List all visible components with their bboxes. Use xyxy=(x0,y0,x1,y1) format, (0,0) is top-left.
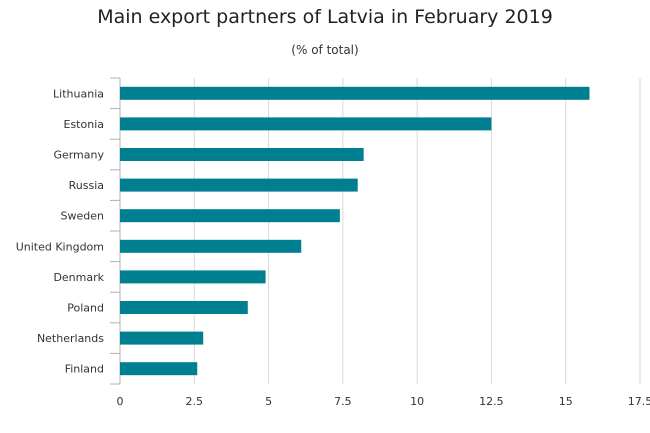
x-tick-label: 0 xyxy=(117,395,124,408)
category-label: Germany xyxy=(53,149,104,162)
category-label: Sweden xyxy=(61,210,104,223)
bar xyxy=(120,117,492,131)
category-label: Estonia xyxy=(64,118,105,131)
category-label: Finland xyxy=(65,363,104,376)
category-label: Poland xyxy=(67,302,104,315)
bar xyxy=(120,86,590,100)
x-tick-label: 2.5 xyxy=(186,395,204,408)
chart-title: Main export partners of Latvia in Februa… xyxy=(97,6,553,28)
bar xyxy=(120,209,340,223)
bar xyxy=(120,331,204,345)
x-tick-label: 12.5 xyxy=(479,395,504,408)
bar xyxy=(120,178,358,192)
category-label: Russia xyxy=(69,179,104,192)
bar xyxy=(120,362,198,376)
bar xyxy=(120,148,364,161)
category-label: United Kingdom xyxy=(16,240,104,253)
bar xyxy=(120,239,302,253)
category-label: Netherlands xyxy=(37,332,104,345)
x-tick-label: 17.5 xyxy=(628,395,650,408)
x-tick-label: 10 xyxy=(410,395,424,408)
bar xyxy=(120,301,248,314)
x-tick-label: 5 xyxy=(265,395,272,408)
x-tick-label: 7.5 xyxy=(334,395,352,408)
category-label: Denmark xyxy=(53,271,104,284)
x-tick-label: 15 xyxy=(559,395,573,408)
chart-subtitle: (% of total) xyxy=(291,43,359,57)
bar xyxy=(120,270,266,284)
category-label: Lithuania xyxy=(53,87,104,100)
